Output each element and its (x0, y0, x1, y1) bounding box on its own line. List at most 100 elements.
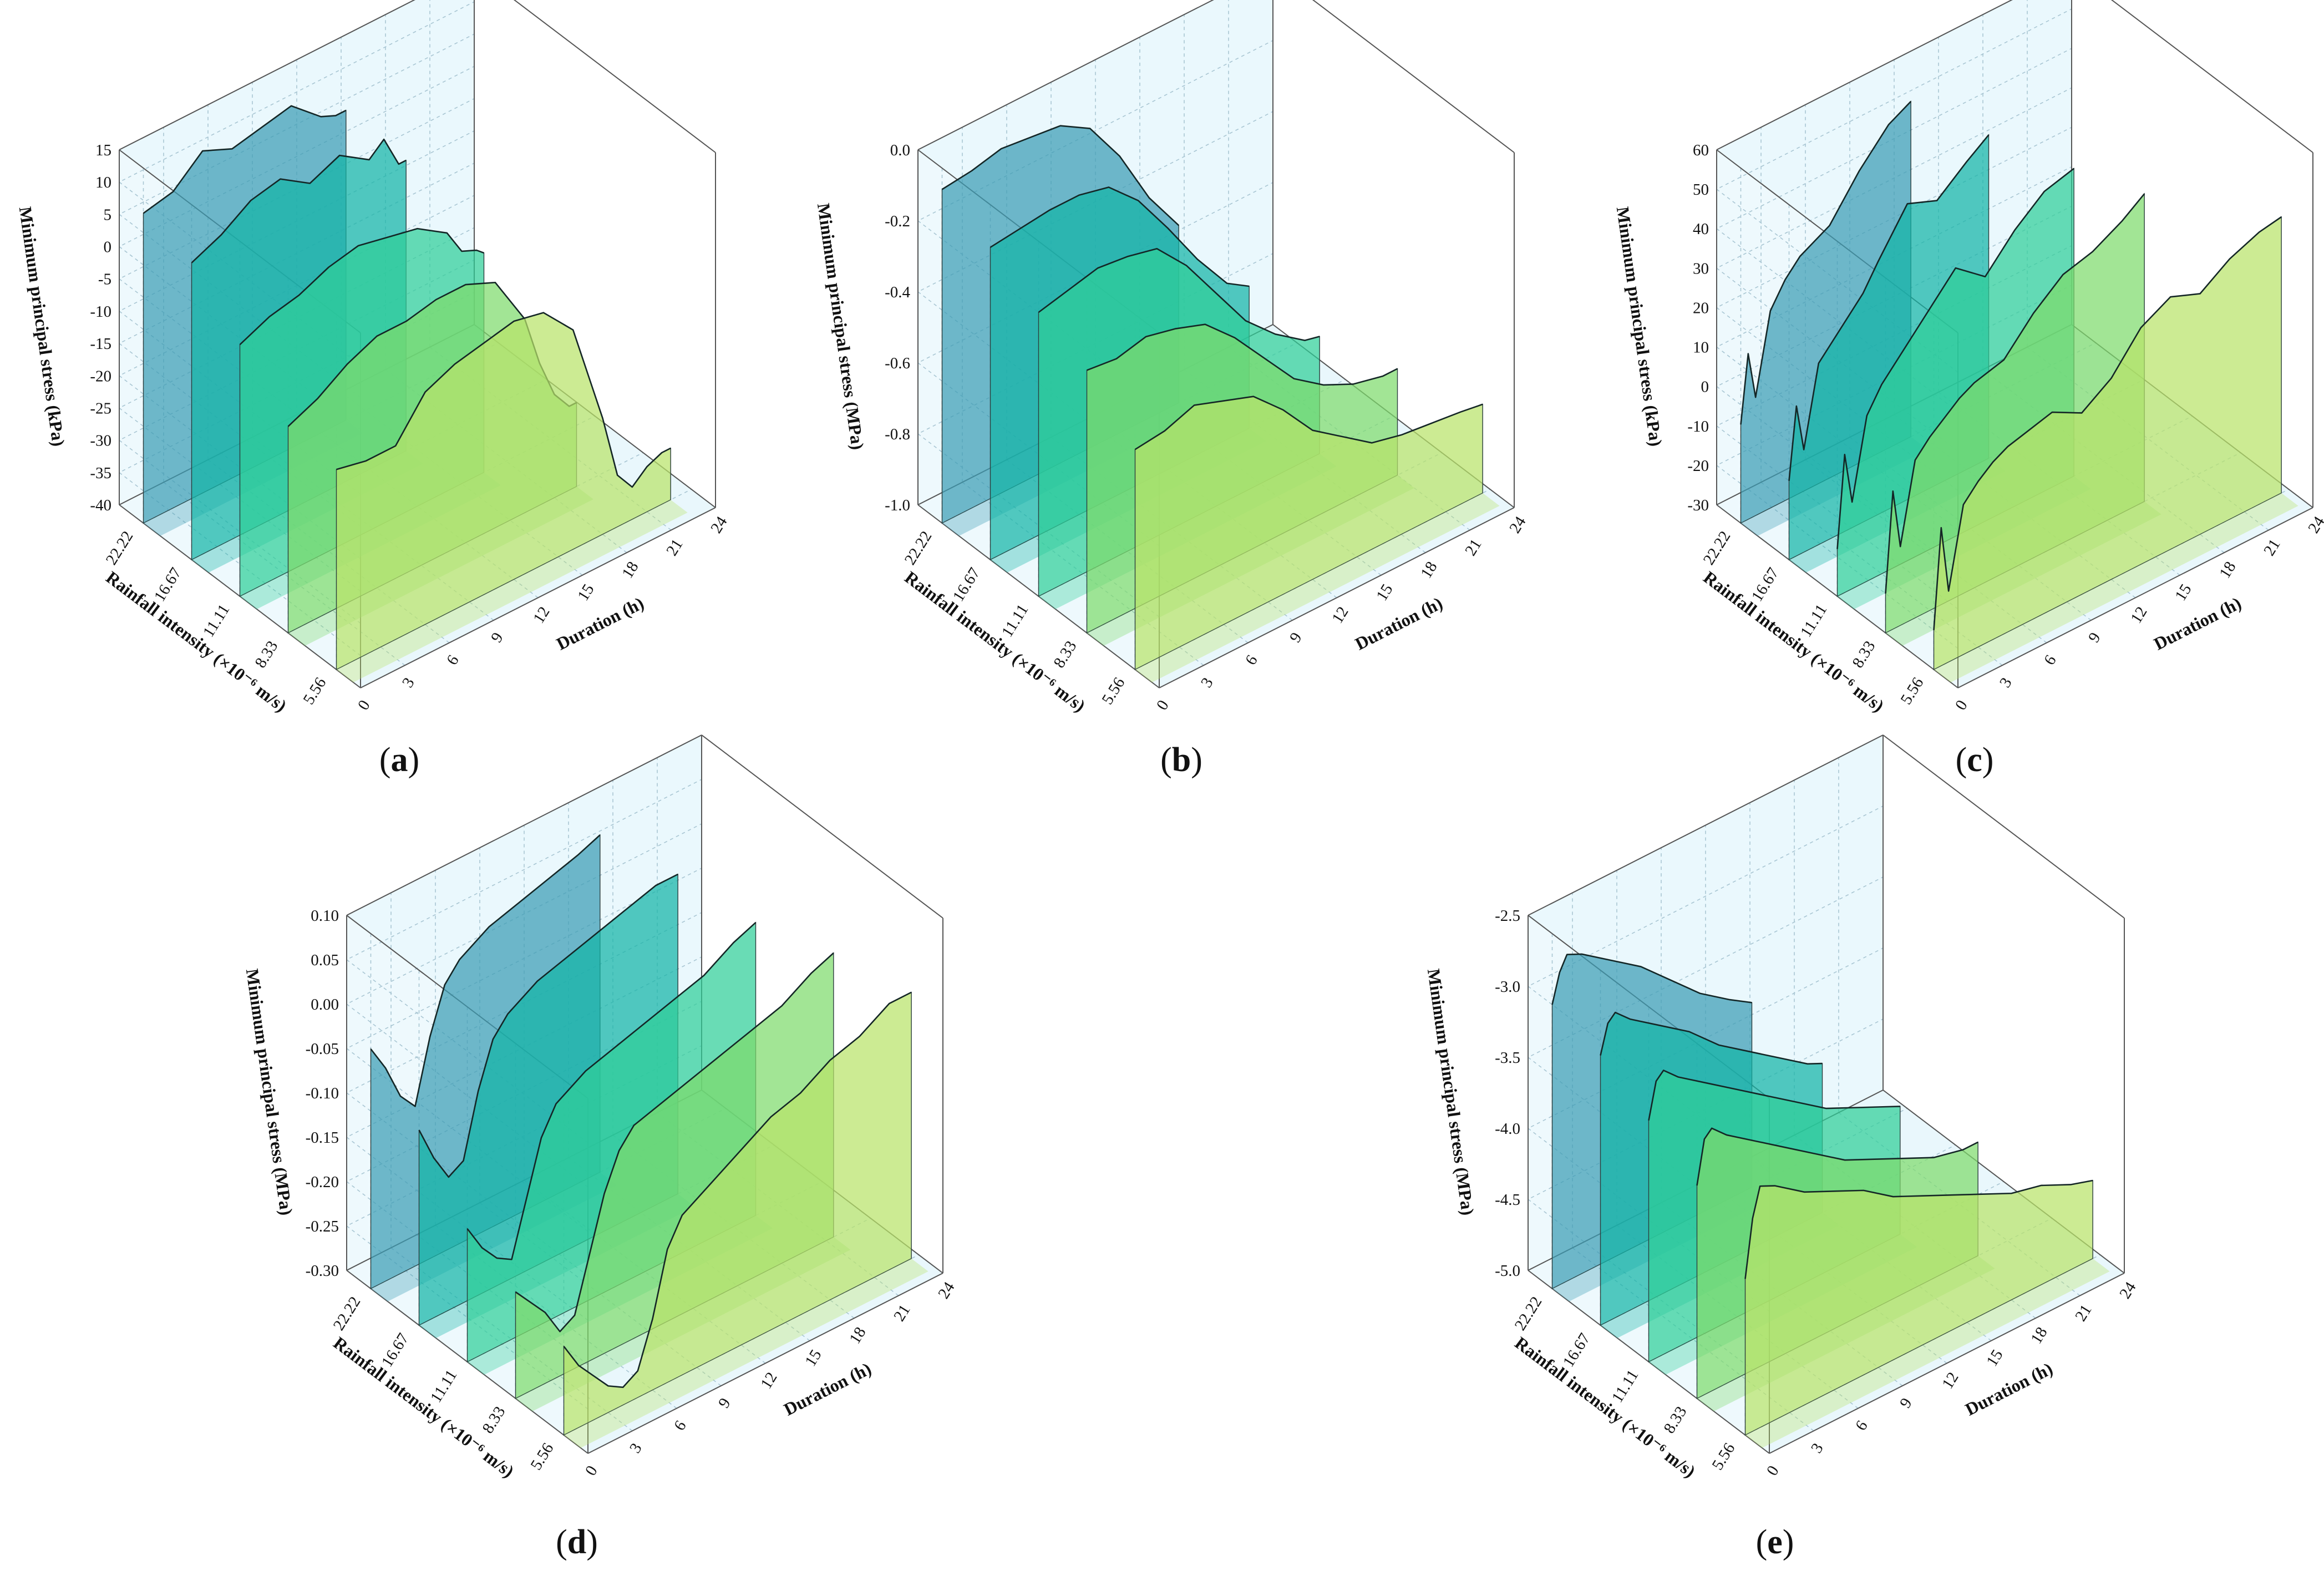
x-tick-label: 0 (354, 697, 374, 713)
panel-caption: (d) (556, 1523, 598, 1561)
series-line-8.33 (1087, 323, 1398, 386)
depth-tick-label: 22.22 (1511, 1294, 1546, 1334)
x-tick-label: 9 (2085, 630, 2104, 646)
x-tick-label: 21 (2072, 1301, 2095, 1325)
y-tick-label: 0.05 (311, 951, 339, 969)
y-tick-label: -3.5 (1495, 1049, 1520, 1067)
x-tick-label: 18 (1417, 559, 1441, 582)
series-floor-5.56 (1135, 493, 1500, 683)
depth-tick-label: 8.33 (251, 638, 281, 671)
series-line-16.67 (1788, 134, 1990, 481)
caption-letter: e (1767, 1523, 1783, 1561)
x-tick-label: 24 (935, 1279, 958, 1302)
series-line-16.67 (191, 138, 407, 263)
y-tick-label: -10 (90, 303, 111, 321)
series-line-22.22 (1551, 953, 1752, 1005)
y-tick-label: -0.6 (885, 354, 910, 372)
y-tick-label: -0.20 (306, 1173, 339, 1191)
panel-caption: (b) (1160, 741, 1202, 779)
caption-close-paren: ) (1191, 741, 1202, 779)
series-line-22.22 (1740, 100, 1912, 425)
series-line-5.56 (1134, 396, 1483, 450)
depth-tick-label: 5.56 (1897, 675, 1927, 708)
depth-tick-label: 5.56 (1708, 1440, 1738, 1473)
y-tick-label: -20 (1687, 457, 1709, 475)
series-line-22.22 (941, 125, 1180, 226)
y-tick-label: -40 (90, 496, 111, 514)
panel-b: -1.0 -0.8 -0.6 -0.4 -0.2 0.0 Minimum principal… (814, 0, 1530, 779)
y-tick-label: -30 (90, 432, 111, 450)
box-edge (360, 507, 716, 688)
y-tick-label: -0.2 (885, 212, 910, 230)
box-edge (1882, 734, 2125, 919)
depth-tick-label: 22.22 (901, 528, 936, 568)
y-tick-label: -2.5 (1495, 907, 1520, 925)
x-tick-label: 6 (443, 652, 463, 668)
x-tick-label: 0 (582, 1463, 601, 1479)
x-tick-label: 15 (1373, 581, 1397, 604)
x-axis-label: Duration (h) (780, 1359, 874, 1420)
x-tick-label: 24 (707, 513, 731, 536)
y-tick-label: -5 (98, 271, 111, 288)
series-line-8.33 (1696, 1127, 1978, 1186)
y-axis-label: Minimum principal stress (kPa) (1613, 205, 1666, 448)
y-tick-labels: -0.30 -0.25 -0.20 -0.15 -0.10 -0.05 0.00 0.05 0.… (306, 907, 339, 1280)
caption-open-paren: ( (556, 1523, 567, 1561)
y-tick-label: 20 (1693, 299, 1709, 317)
x-axis-label: Duration (h) (553, 593, 647, 654)
y-tick-label: -1.0 (885, 496, 910, 514)
caption-close-paren: ) (1783, 1523, 1794, 1561)
x-tick-label: 21 (1462, 536, 1485, 559)
x-tick-label: 9 (488, 630, 507, 646)
caption-letter: d (567, 1523, 586, 1561)
depth-tick-label: 8.33 (1660, 1403, 1690, 1437)
y-tick-label: 60 (1693, 141, 1709, 159)
x-tick-label: 0 (1763, 1463, 1783, 1479)
series-line-22.22 (370, 834, 601, 1107)
series-line-5.56 (336, 312, 671, 488)
y-tick-labels: -30 -20 -10 0 10 20 30 40 50 60 (1687, 141, 1709, 514)
panel-e: -5.0 -4.5 -4.0 -3.5 -3.0 -2.5 Minimum principa… (1424, 734, 2140, 1561)
series-group (1740, 100, 2298, 683)
box-edge (2110, 0, 2313, 153)
series-line-11.11 (1836, 168, 2074, 549)
box-edge (1159, 507, 1515, 688)
x-tick-label: 3 (626, 1440, 646, 1456)
y-tick-label: -0.8 (885, 425, 910, 443)
x-axis-label: Duration (h) (1962, 1359, 2056, 1420)
y-tick-label: -0.4 (885, 283, 910, 301)
depth-tick-label: 5.56 (1098, 675, 1128, 708)
caption-open-paren: ( (1160, 741, 1172, 779)
y-tick-label: 5 (104, 206, 112, 224)
caption-open-paren: ( (379, 741, 391, 779)
y-tick-label: 15 (95, 141, 111, 159)
depth-tick-label: 5.56 (300, 675, 329, 708)
y-tick-label: 0.00 (311, 996, 339, 1013)
series-line-8.33 (1885, 193, 2145, 594)
series-line-16.67 (1600, 1011, 1823, 1065)
panel-caption: (e) (1756, 1523, 1794, 1561)
x-tick-label: 6 (1852, 1417, 1871, 1433)
y-tick-label: 40 (1693, 220, 1709, 238)
series-floor-5.56 (336, 499, 688, 683)
y-axis-label: Minimum principal stress (MPa) (1424, 967, 1478, 1217)
y-tick-label: 10 (1693, 339, 1709, 357)
series-line-16.67 (418, 873, 678, 1178)
box-edge (513, 0, 716, 153)
series-line-16.67 (990, 186, 1250, 287)
x-tick-label: 12 (757, 1369, 781, 1392)
box-edge (701, 734, 943, 919)
x-tick-label: 21 (890, 1301, 914, 1325)
y-tick-label: 30 (1693, 260, 1709, 277)
series-line-11.11 (466, 921, 757, 1260)
depth-tick-label: 8.33 (1050, 638, 1080, 671)
caption-close-paren: ) (1982, 741, 1994, 779)
y-tick-label: 0.0 (890, 141, 910, 159)
x-tick-label: 0 (1952, 697, 1971, 713)
y-tick-labels: -1.0 -0.8 -0.6 -0.4 -0.2 0.0 (885, 141, 910, 514)
panel-a: -40 -35 -30 -25 -20 -15 -10 -5 0 5 10 15 Minimum pri… (16, 0, 731, 779)
depth-tick-label: 22.22 (103, 528, 137, 568)
y-tick-label: -35 (90, 464, 111, 482)
